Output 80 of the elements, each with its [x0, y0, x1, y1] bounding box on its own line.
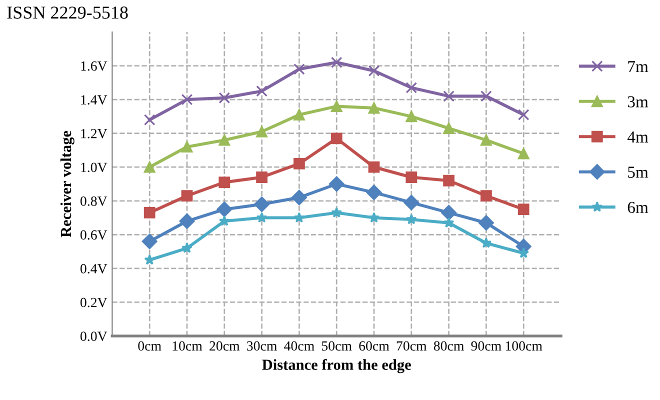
point: [256, 172, 268, 183]
point: [368, 161, 380, 173]
x-tick-label: 90cm: [471, 341, 502, 351]
point: [441, 205, 457, 220]
point: [181, 94, 193, 106]
point: [144, 114, 156, 126]
point: [368, 212, 380, 223]
y-tick-label: 0.8V: [80, 196, 108, 206]
point: [256, 212, 268, 223]
point: [480, 190, 492, 202]
point: [218, 215, 230, 226]
y-tick-label: 0.4V: [80, 264, 108, 274]
point: [256, 85, 268, 97]
legend-label: 3m: [628, 96, 648, 108]
point: [406, 172, 418, 183]
point: [480, 237, 492, 248]
y-tick-label: 0.6V: [80, 230, 108, 240]
point: [144, 161, 156, 173]
point: [294, 158, 305, 170]
y-tick-label: 0.2V: [80, 298, 108, 308]
x-tick-label: 40cm: [284, 341, 314, 351]
point: [518, 204, 530, 216]
point: [406, 214, 417, 224]
text: ISSN 2229-5518: [7, 6, 128, 19]
y-tick-label: 0.0V: [80, 332, 108, 342]
point: [330, 132, 342, 144]
point: [518, 109, 530, 120]
point: [218, 134, 230, 146]
legend-label: 6m: [628, 202, 648, 214]
point: [404, 194, 420, 210]
point: [142, 234, 158, 250]
point: [480, 134, 492, 146]
point: [366, 184, 382, 200]
point: [330, 100, 342, 112]
y-tick-label: 1.6V: [81, 61, 108, 71]
point: [330, 56, 342, 68]
legend-label: 7m: [628, 61, 648, 72]
point: [443, 217, 454, 228]
point: [256, 126, 268, 138]
x-tick-label: 100cm: [506, 341, 542, 351]
point: [181, 141, 193, 153]
point: [181, 190, 193, 202]
x-axis-title: Distance from the edge: [262, 359, 411, 374]
x-tick-label: 10cm: [172, 341, 202, 351]
x-tick-label: 20cm: [210, 341, 240, 351]
point: [331, 207, 342, 218]
y-tick-label: 1.0V: [81, 162, 108, 172]
point: [443, 122, 454, 134]
x-tick-label: 50cm: [322, 341, 352, 351]
x-tick-label: 60cm: [359, 341, 390, 351]
x-tick-label: 0cm: [138, 341, 162, 351]
point: [291, 190, 307, 206]
point: [328, 176, 344, 192]
x-tick-label: 70cm: [396, 341, 427, 351]
point: [294, 212, 305, 223]
point: [518, 148, 530, 160]
point: [182, 242, 192, 253]
point: [294, 109, 305, 120]
x-tick-label: 30cm: [247, 341, 278, 351]
y-axis-title: Receiver voltage: [60, 130, 74, 238]
x-tick-label: 80cm: [434, 341, 464, 351]
point: [179, 213, 195, 229]
legend-label: 4m: [627, 131, 648, 142]
point: [443, 174, 454, 186]
point: [406, 110, 418, 122]
point: [254, 196, 270, 212]
point: [218, 176, 230, 188]
y-tick-label: 1.4V: [81, 95, 108, 105]
point: [216, 202, 232, 218]
point: [480, 90, 492, 102]
point: [294, 63, 305, 75]
y-tick-label: 1.2V: [81, 128, 108, 138]
point: [478, 215, 494, 231]
point: [144, 207, 156, 218]
point: [368, 102, 380, 114]
legend-label: 5m: [628, 166, 648, 178]
point: [443, 90, 454, 102]
point: [368, 65, 380, 77]
point: [406, 82, 418, 94]
point: [218, 92, 230, 104]
